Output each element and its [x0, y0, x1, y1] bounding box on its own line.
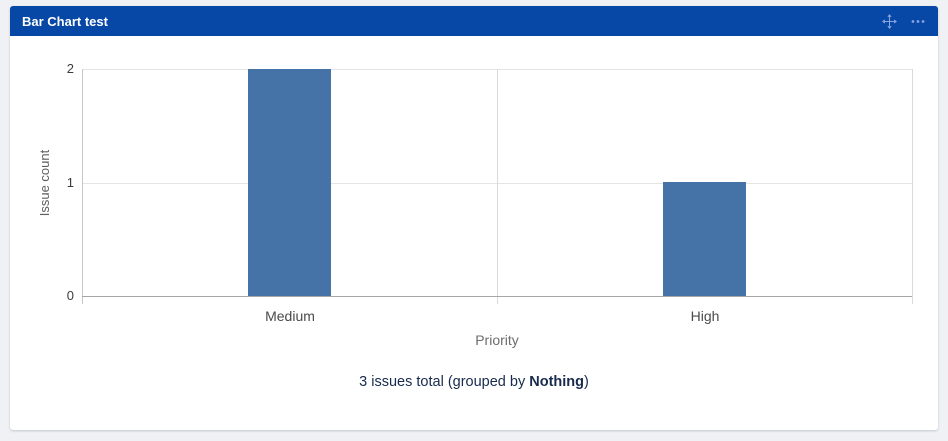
more-options-icon[interactable] — [910, 14, 926, 29]
bar-chart-gadget: Bar Chart test 0 1 2 Medium High Priority Issu… — [10, 6, 938, 430]
bar-high[interactable] — [663, 182, 746, 296]
x-gridline-1 — [497, 69, 498, 304]
summary-suffix: ) — [584, 374, 589, 390]
y-tick-label-2: 2 — [66, 61, 74, 76]
summary-prefix: 3 issues total (grouped by — [359, 374, 530, 390]
y-tick-label-1: 1 — [66, 175, 74, 190]
gadget-header-actions — [882, 13, 926, 29]
plot-right-border — [912, 69, 913, 304]
y-axis-line — [82, 69, 83, 304]
gadget-header[interactable]: Bar Chart test — [10, 6, 938, 36]
gadget-body: 0 1 2 Medium High Priority Issue count 3 issue… — [10, 36, 938, 430]
bar-chart: 0 1 2 Medium High Priority Issue count — [10, 36, 938, 430]
y-tick-label-0: 0 — [66, 288, 74, 303]
x-axis-line — [82, 296, 912, 297]
bar-medium[interactable] — [248, 69, 331, 296]
move-icon[interactable] — [882, 13, 897, 29]
gadget-title: Bar Chart test — [22, 13, 108, 29]
chart-summary: 3 issues total (grouped by Nothing) — [10, 374, 938, 390]
x-axis-title: Priority — [475, 332, 519, 348]
summary-group-by: Nothing — [529, 374, 584, 390]
y-axis-title: Issue count — [37, 149, 52, 217]
category-label-medium: Medium — [265, 308, 315, 324]
category-label-high: High — [690, 308, 720, 324]
